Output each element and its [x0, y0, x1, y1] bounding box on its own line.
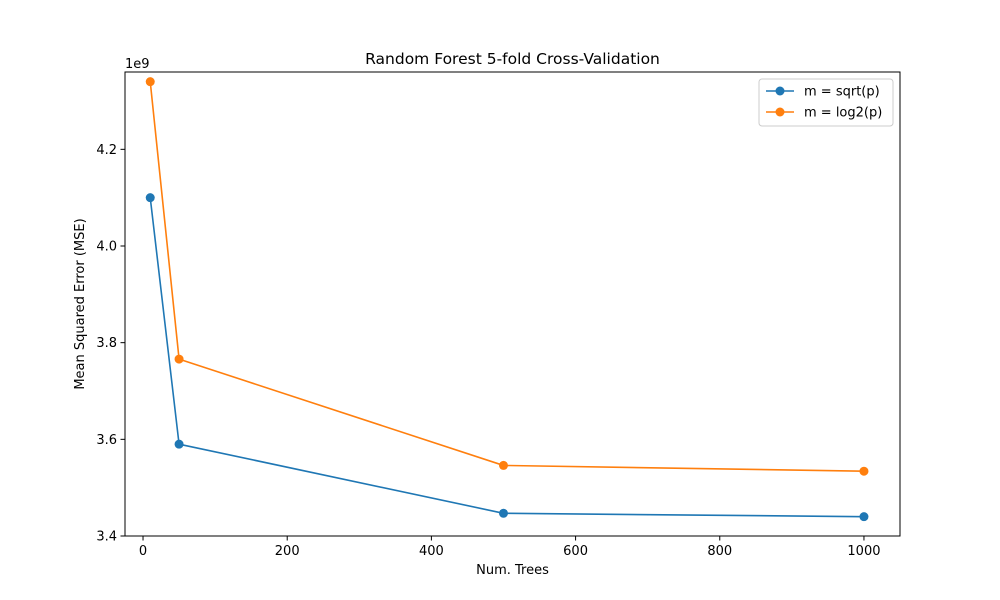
y-tick-label: 4.0 — [96, 240, 117, 255]
series-2 — [145, 77, 869, 476]
data-point — [145, 77, 155, 87]
chart-title: Random Forest 5-fold Cross-Validation — [365, 50, 660, 68]
y-axis-offset-label: 1e9 — [125, 57, 150, 72]
data-point — [859, 466, 869, 476]
x-tick-label: 600 — [563, 544, 588, 559]
y-tick-label: 3.6 — [96, 433, 117, 448]
x-tick-label: 0 — [139, 544, 147, 559]
series-line — [149, 197, 864, 518]
legend-label: m = sqrt(p) — [804, 85, 880, 100]
data-point — [145, 193, 155, 203]
x-axis-label: Num. Trees — [476, 563, 549, 578]
x-axis: 0 200 400 600 800 1000 — [139, 536, 881, 559]
x-tick-label: 200 — [275, 544, 300, 559]
data-point — [174, 354, 184, 364]
y-axis: 3.4 3.6 3.8 4.0 4.2 — [96, 143, 125, 545]
series-1 — [145, 193, 869, 522]
legend-swatch-marker — [775, 107, 785, 117]
legend-swatch-marker — [775, 86, 785, 96]
y-tick-label: 3.8 — [96, 336, 117, 351]
legend-item: m = log2(p) — [766, 106, 882, 121]
data-point — [859, 512, 869, 522]
legend-item: m = sqrt(p) — [766, 85, 880, 100]
legend-label: m = log2(p) — [804, 106, 882, 121]
x-tick-label: 800 — [707, 544, 732, 559]
series-layer — [145, 77, 869, 522]
y-tick-label: 4.2 — [96, 143, 117, 158]
data-point — [498, 508, 508, 518]
series-line — [149, 81, 864, 473]
x-tick-label: 1000 — [847, 544, 880, 559]
y-axis-label: Mean Squared Error (MSE) — [73, 218, 88, 389]
x-tick-label: 400 — [419, 544, 444, 559]
y-tick-label: 3.4 — [96, 530, 117, 545]
legend: m = sqrt(p) m = log2(p) — [758, 78, 894, 127]
plot-area-frame — [124, 71, 901, 537]
data-point — [174, 439, 184, 449]
data-point — [498, 460, 508, 470]
